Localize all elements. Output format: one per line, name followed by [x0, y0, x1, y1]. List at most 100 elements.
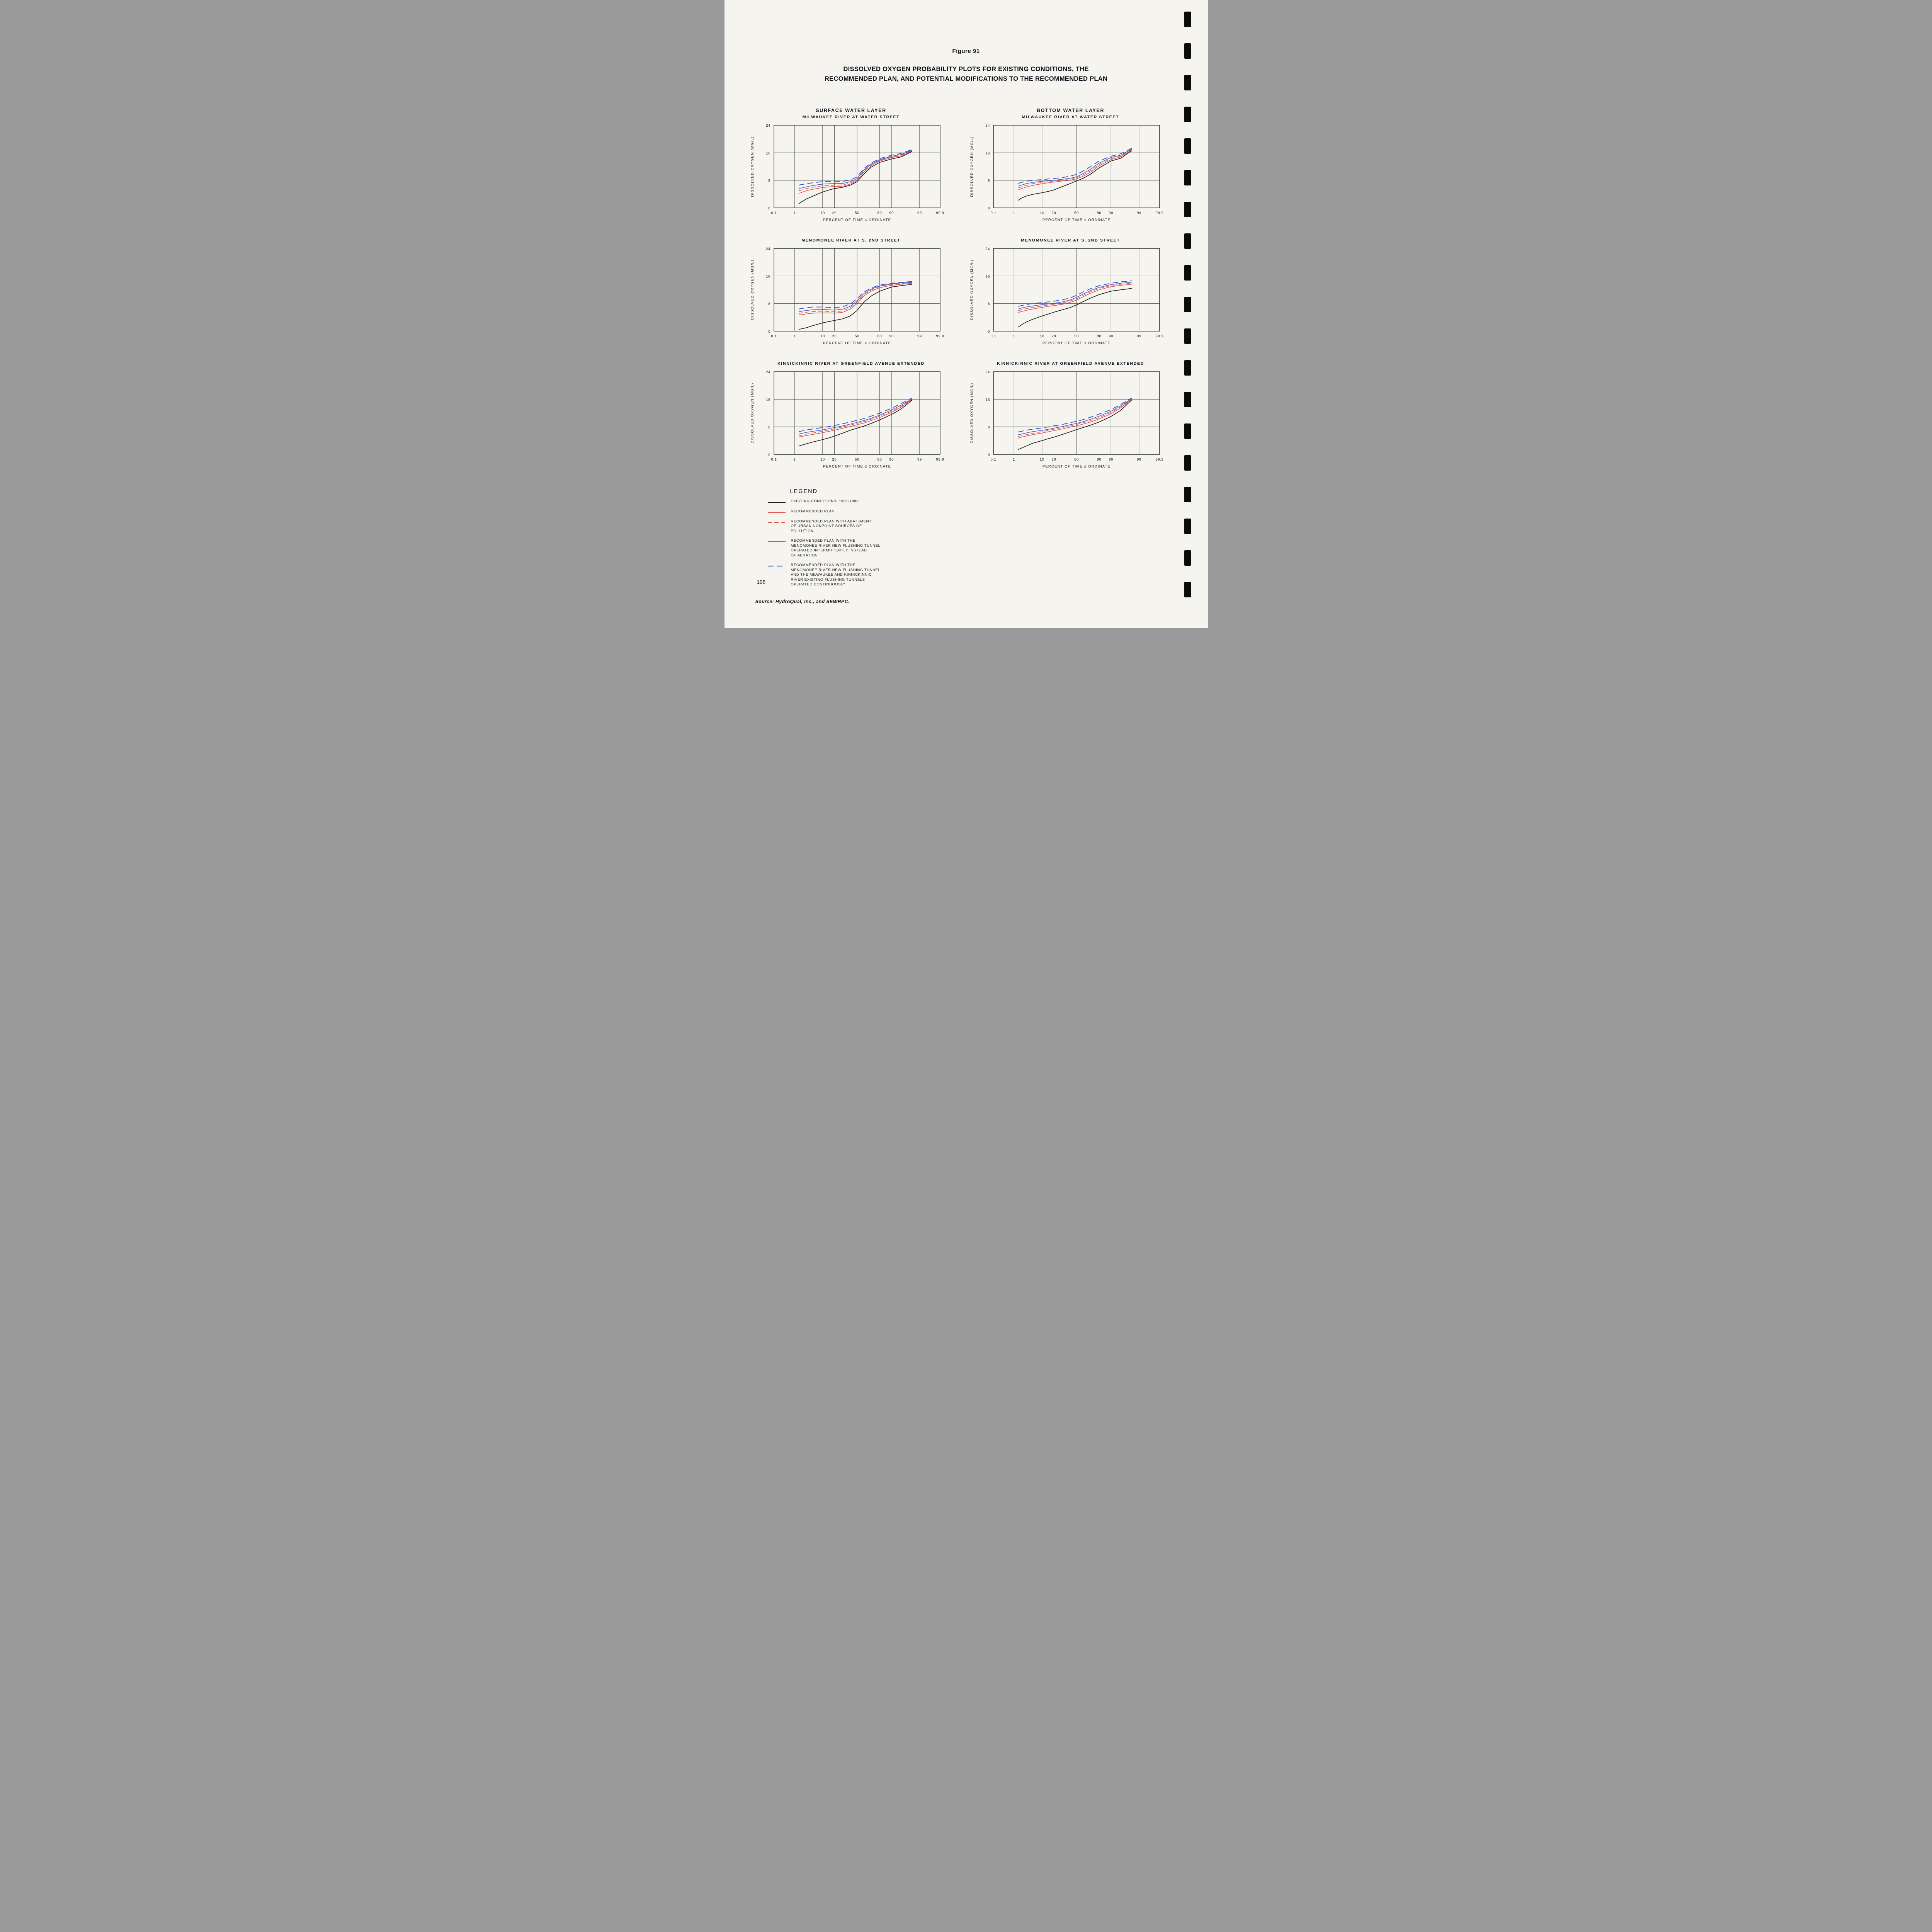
x-tick-label: 99.9 — [936, 334, 944, 338]
page-number: 198 — [757, 579, 766, 585]
series-line-plan_abatement — [798, 150, 912, 191]
x-tick-label: 10 — [820, 211, 825, 215]
chart-canvas: 0.1 1 10 20 50 80 90 99 99.9 0 8 16 24 PERCENT OF TIM… — [750, 247, 944, 345]
legend-label: EXISTING CONDITIONS: 1981-1983 — [791, 499, 859, 503]
legend-item-abatement: RECOMMENDED PLAN WITH ABATEMENT OF URBAN… — [767, 519, 1000, 534]
series-line-plan — [798, 399, 912, 437]
x-tick-label: 0.1 — [990, 457, 996, 462]
column-header-surface: SURFACE WATER LAYER — [816, 107, 886, 113]
y-tick-label: 16 — [766, 151, 770, 155]
legend-label: RECOMMENDED PLAN WITH THE MENOMONEE RIVE… — [791, 539, 881, 558]
x-tick-label: 50 — [855, 211, 859, 215]
binding-hole-mark — [1184, 360, 1191, 376]
plot-frame — [993, 124, 1160, 208]
x-tick-label: 20 — [1051, 211, 1056, 215]
series-line-plan_abatement — [1018, 149, 1132, 188]
plot-frame — [773, 371, 940, 455]
charts-grid: MILWAUKEE RIVER AT WATER STREET 0.1 1 10 20… — [747, 115, 1208, 479]
binding-hole-mark — [1184, 107, 1191, 122]
binding-hole-mark — [1184, 138, 1191, 154]
binding-hole-mark — [1184, 170, 1191, 185]
x-tick-label: 80 — [1097, 457, 1101, 462]
legend-item-tunnel-continuous: RECOMMENDED PLAN WITH THE MENOMONEE RIVE… — [767, 563, 1000, 587]
x-tick-label: 10 — [1039, 457, 1044, 462]
x-tick-label: 90 — [889, 211, 894, 215]
series-line-existing — [798, 151, 912, 204]
x-tick-label: 50 — [855, 457, 859, 462]
binding-hole-mark — [1184, 233, 1191, 249]
series-line-plan — [1018, 150, 1132, 190]
y-tick-label: 16 — [985, 274, 990, 279]
chart-title: MILWAUKEE RIVER AT WATER STREET — [1022, 114, 1119, 119]
y-tick-label: 0 — [988, 330, 990, 334]
y-tick-label: 8 — [768, 179, 770, 183]
y-axis-title: DISSOLVED OXYGEN (MG/L) — [970, 259, 974, 320]
x-tick-label: 10 — [820, 457, 825, 462]
y-tick-label: 24 — [985, 247, 990, 251]
x-tick-label: 99 — [917, 334, 922, 338]
x-axis-title: PERCENT OF TIME ≤ ORDINATE — [823, 218, 891, 222]
x-tick-label: 80 — [1097, 334, 1101, 338]
x-tick-label: 1 — [1013, 334, 1015, 338]
x-tick-label: 10 — [1039, 211, 1044, 215]
y-tick-label: 8 — [988, 425, 990, 429]
y-tick-label: 0 — [768, 330, 770, 334]
series-line-plan — [1018, 284, 1132, 313]
x-tick-label: 1 — [793, 457, 796, 462]
x-tick-label: 90 — [1109, 457, 1113, 462]
series-line-plan_tunnel_intermittent — [798, 150, 912, 189]
x-tick-label: 50 — [1074, 457, 1079, 462]
series-line-plan_tunnel_continuous — [1018, 280, 1132, 307]
figure-label: Figure 91 — [952, 48, 980, 54]
series-line-existing — [798, 284, 912, 330]
series-line-existing — [1018, 288, 1132, 327]
chart-surface-kinnickinnic: KINNICKINNIC RIVER AT GREENFIELD AVENUE … — [747, 361, 956, 479]
binding-hole-mark — [1184, 582, 1191, 597]
figure-title: DISSOLVED OXYGEN PROBABILITY PLOTS FOR E… — [724, 65, 1208, 84]
y-tick-label: 8 — [768, 425, 770, 429]
legend-line-sample-icon — [767, 566, 786, 567]
y-tick-label: 24 — [766, 247, 770, 251]
chart-bottom-menomonee: MENOMONEE RIVER AT S. 2ND STREET 0.1 1 10 2… — [966, 238, 1175, 356]
binding-hole-mark — [1184, 202, 1191, 217]
y-tick-label: 16 — [985, 398, 990, 402]
y-tick-label: 8 — [988, 179, 990, 183]
series-line-plan_tunnel_intermittent — [798, 398, 912, 434]
legend-item-existing: EXISTING CONDITIONS: 1981-1983 — [767, 499, 1000, 504]
x-tick-label: 99.9 — [1155, 211, 1163, 215]
x-tick-label: 20 — [832, 334, 837, 338]
binding-hole-mark — [1184, 75, 1191, 90]
chart-title: MILWAUKEE RIVER AT WATER STREET — [802, 114, 900, 119]
chart-canvas: 0.1 1 10 20 50 80 90 99 99.9 0 8 16 24 PERCENT OF TIM… — [970, 124, 1163, 222]
binding-hole-mark — [1184, 392, 1191, 407]
x-axis-title: PERCENT OF TIME ≤ ORDINATE — [823, 341, 891, 345]
x-tick-label: 80 — [877, 211, 882, 215]
binding-hole-mark — [1184, 43, 1191, 59]
y-axis-title: DISSOLVED OXYGEN (MG/L) — [750, 136, 755, 197]
x-tick-label: 99 — [1136, 334, 1141, 338]
series-line-plan_abatement — [798, 282, 912, 314]
chart-bottom-kinnickinnic: KINNICKINNIC RIVER AT GREENFIELD AVENUE … — [966, 361, 1175, 479]
figure-title-line1: DISSOLVED OXYGEN PROBABILITY PLOTS FOR E… — [843, 66, 1089, 73]
chart-canvas: 0.1 1 10 20 50 80 90 99 99.9 0 8 16 24 PERCENT OF TIM… — [970, 370, 1163, 469]
y-tick-label: 24 — [985, 370, 990, 374]
legend-label: RECOMMENDED PLAN — [791, 509, 835, 514]
x-tick-label: 99 — [1136, 457, 1141, 462]
plot-frame — [993, 248, 1160, 332]
binding-hole-mark — [1184, 265, 1191, 281]
binding-hole-mark — [1184, 423, 1191, 439]
binding-hole-mark — [1184, 487, 1191, 502]
x-tick-label: 1 — [793, 334, 796, 338]
binding-hole-mark — [1184, 550, 1191, 566]
x-tick-label: 10 — [1039, 334, 1044, 338]
x-tick-label: 99.9 — [936, 211, 944, 215]
legend-line-sample-icon — [767, 502, 786, 503]
series-line-plan_abatement — [798, 398, 912, 436]
series-line-existing — [1018, 150, 1132, 201]
chart-canvas: 0.1 1 10 20 50 80 90 99 99.9 0 8 16 24 PERCENT OF TIM… — [750, 124, 944, 222]
x-tick-label: 10 — [820, 334, 825, 338]
series-line-plan — [798, 282, 912, 316]
y-tick-label: 24 — [766, 370, 770, 374]
series-line-plan — [798, 150, 912, 194]
source-note: Source: HydroQual, Inc., and SEWRPC. — [755, 599, 850, 604]
